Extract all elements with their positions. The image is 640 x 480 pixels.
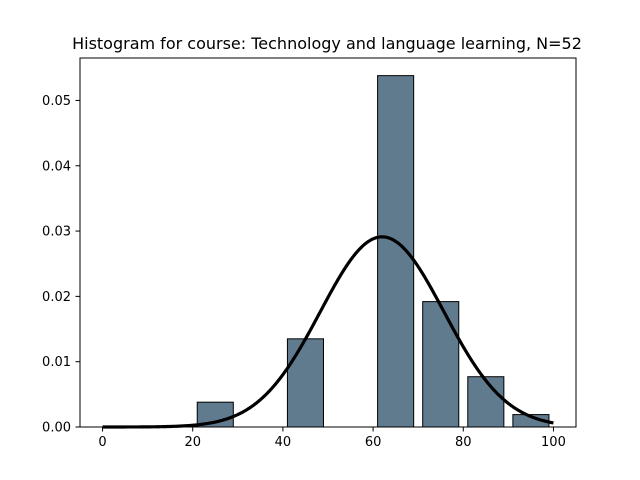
density-curve-group xyxy=(102,235,554,429)
y-tick-label-2: 0.02 xyxy=(42,290,71,305)
bars-group xyxy=(196,75,550,428)
x-tick-label-40: 40 xyxy=(275,435,292,450)
x-tick-label-60: 60 xyxy=(365,435,382,450)
y-tick-label-4: 0.04 xyxy=(42,159,71,174)
histogram-bar-1 xyxy=(286,338,324,428)
y-tick-label-0: 0.00 xyxy=(42,421,71,436)
chart-title: Histogram for course: Technology and lan… xyxy=(72,34,582,53)
x-axis: 0 20 40 60 80 100 xyxy=(98,427,566,450)
y-axis: 0.00 0.01 0.02 0.03 0.04 0.05 xyxy=(42,94,80,436)
y-tick-label-1: 0.01 xyxy=(42,355,71,370)
plot-frame xyxy=(79,57,577,428)
y-tick-label-3: 0.03 xyxy=(42,225,71,240)
density-curve xyxy=(102,235,554,429)
histogram-bar-4 xyxy=(467,376,505,428)
x-tick-label-0: 0 xyxy=(98,435,106,450)
x-tick-label-80: 80 xyxy=(455,435,472,450)
x-tick-label-100: 100 xyxy=(541,435,566,450)
histogram-bar-3 xyxy=(422,301,460,428)
y-tick-label-5: 0.05 xyxy=(42,94,71,109)
x-tick-label-20: 20 xyxy=(184,435,201,450)
